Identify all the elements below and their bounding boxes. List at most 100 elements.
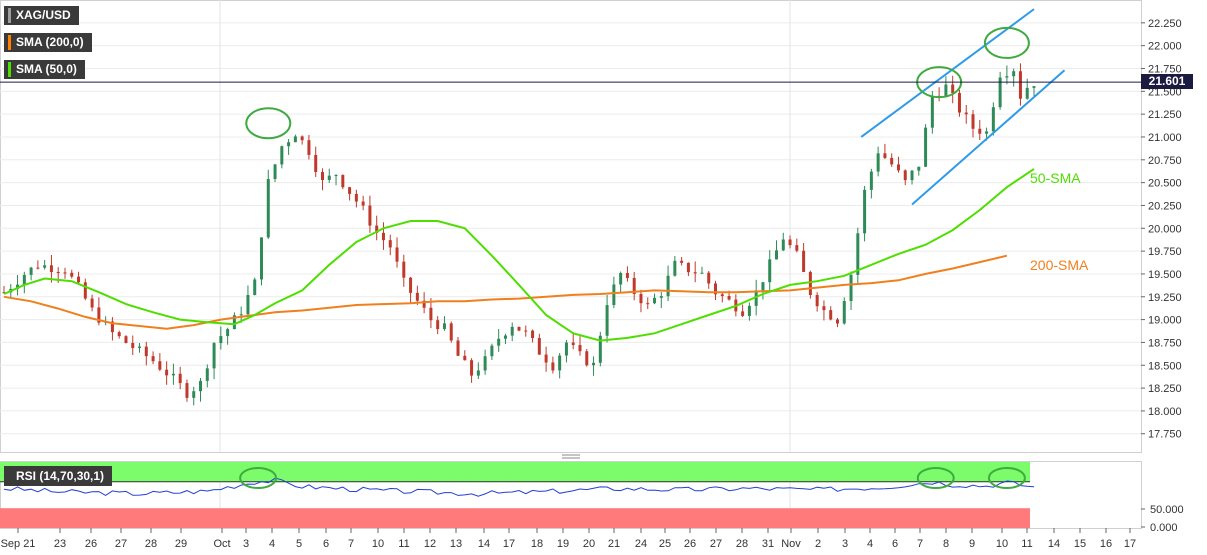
legend-sma50-label: SMA (50,0) xyxy=(16,62,77,76)
candle-body xyxy=(714,283,718,295)
rsi-oversold-zone xyxy=(0,508,1030,528)
candle-body xyxy=(415,292,419,301)
x-tick-label: 11 xyxy=(1021,538,1032,550)
candle-body xyxy=(646,303,650,305)
candle-body xyxy=(910,170,914,181)
candle-body xyxy=(375,225,379,233)
candle-body xyxy=(239,314,243,316)
candle-body xyxy=(795,245,799,251)
x-tick-label: 27 xyxy=(115,538,127,550)
x-tick-label: 27 xyxy=(710,538,722,550)
candle-body xyxy=(90,298,94,308)
y-tick-label: 21.500 xyxy=(1148,86,1182,98)
legend-sma50: SMA (50,0) xyxy=(4,60,85,79)
candle-body xyxy=(232,315,236,330)
candle-body xyxy=(117,332,121,337)
candle-body xyxy=(747,305,751,316)
sma50-line xyxy=(3,168,1035,342)
candle-body xyxy=(171,373,175,376)
y-tick-label: 18.000 xyxy=(1148,406,1182,418)
y-tick-label: 20.750 xyxy=(1148,155,1182,167)
candle-body xyxy=(56,272,60,274)
x-tick-label: 21 xyxy=(608,538,620,550)
x-tick-label: Oct xyxy=(213,538,230,550)
candle-body xyxy=(1018,71,1022,99)
candle-body xyxy=(727,296,731,300)
candle-body xyxy=(334,175,338,177)
rsi-highlight-circle xyxy=(239,467,278,489)
candle-body xyxy=(1025,87,1029,99)
x-tick-label: 19 xyxy=(557,538,569,550)
candle-body xyxy=(361,201,365,206)
y-tick-label: 22.250 xyxy=(1148,18,1182,30)
candle-body xyxy=(63,272,67,274)
candle-body xyxy=(395,247,399,262)
candle-body xyxy=(36,267,40,269)
candle-body xyxy=(578,345,582,352)
x-tick-label: 20 xyxy=(583,538,595,550)
candle-body xyxy=(381,232,385,241)
candle-body xyxy=(592,362,596,366)
candle-body xyxy=(517,326,521,331)
candle-body xyxy=(483,356,487,371)
y-tick-label: 21.750 xyxy=(1148,63,1182,75)
y-tick-label: 18.500 xyxy=(1148,360,1182,372)
candle-body xyxy=(97,307,101,323)
x-tick-label: 26 xyxy=(85,538,97,550)
candle-body xyxy=(436,320,440,330)
candle-body xyxy=(1012,71,1016,77)
candle-body xyxy=(700,272,704,274)
legend-symbol-swatch xyxy=(8,8,11,23)
y-tick-label: 19.500 xyxy=(1148,269,1182,281)
candle-body xyxy=(781,239,785,251)
candle-body xyxy=(971,114,975,129)
x-tick-label: 18 xyxy=(531,538,543,550)
candle-body xyxy=(605,305,609,336)
x-tick-label: 17 xyxy=(503,538,515,550)
candle-body xyxy=(476,370,480,376)
candle-body xyxy=(998,77,1002,108)
candle-body xyxy=(226,329,230,337)
candle-body xyxy=(653,297,657,304)
candle-body xyxy=(544,354,548,363)
candle-body xyxy=(199,380,203,392)
channel-lower-line xyxy=(911,69,1066,206)
candle-body xyxy=(768,259,772,283)
candle-body xyxy=(192,391,196,398)
candle-body xyxy=(280,146,284,165)
candle-body xyxy=(327,175,331,181)
x-tick-label: 10 xyxy=(372,538,384,550)
candle-body xyxy=(497,338,501,346)
x-tick-label: 24 xyxy=(635,538,647,550)
x-tick-label: 23 xyxy=(54,538,66,550)
candle-body xyxy=(883,153,887,158)
candle-body xyxy=(991,107,995,132)
candle-body xyxy=(802,250,806,272)
x-tick-label: 6 xyxy=(323,538,329,550)
rsi-y-tick-label: 0.000 xyxy=(1150,522,1178,534)
legend-sma200-swatch xyxy=(8,35,11,50)
candle-body xyxy=(585,351,589,366)
candle-body xyxy=(429,307,433,321)
candle-body xyxy=(354,193,358,202)
x-tick-label: 4 xyxy=(269,538,275,550)
candle-body xyxy=(531,330,535,339)
x-tick-label: Nov xyxy=(781,538,801,550)
x-tick-label: 10 xyxy=(996,538,1008,550)
candle-body xyxy=(442,323,446,330)
legend-symbol-label: XAG/USD xyxy=(16,8,71,22)
rsi-overbought-zone xyxy=(0,462,1030,482)
candle-body xyxy=(307,140,311,155)
candle-body xyxy=(693,272,697,274)
candle-body xyxy=(178,373,182,384)
candle-body xyxy=(564,342,568,356)
candle-body xyxy=(903,170,907,181)
x-tick-label: 26 xyxy=(684,538,696,550)
candle-body xyxy=(253,279,257,296)
candle-body xyxy=(890,157,894,165)
candle-body xyxy=(348,187,352,194)
candle-body xyxy=(490,345,494,357)
y-tick-label: 20.250 xyxy=(1148,200,1182,212)
candle-body xyxy=(158,361,162,370)
x-tick-label: 29 xyxy=(175,538,187,550)
